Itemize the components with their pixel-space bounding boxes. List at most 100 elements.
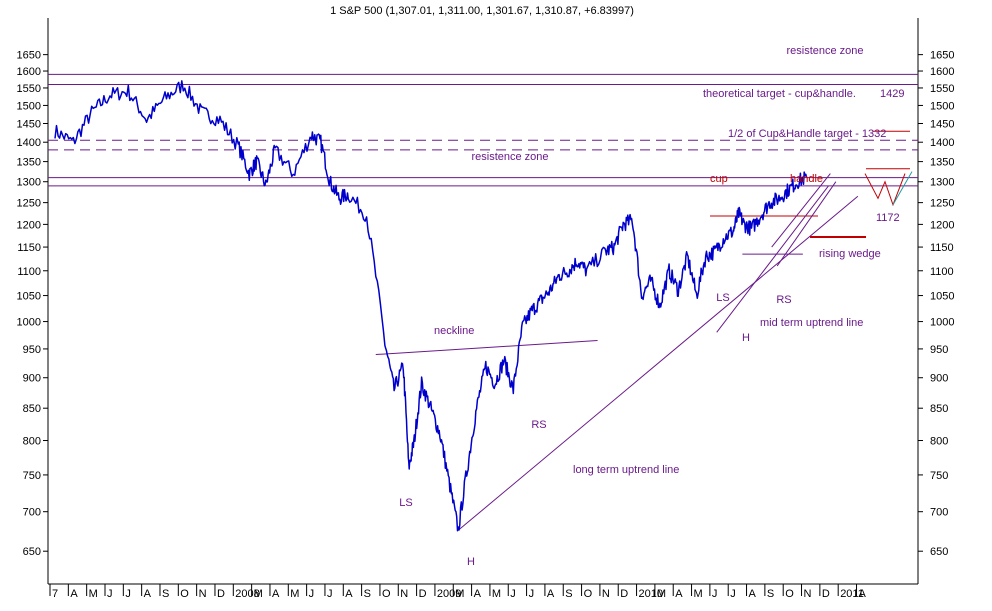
annotation-labels: resistence zone resistence zone theoretica… bbox=[399, 45, 904, 568]
y-tick-label: 1000 bbox=[17, 317, 41, 329]
y-tick-label: 1550 bbox=[17, 83, 41, 95]
neckline-line bbox=[375, 340, 598, 356]
y-tick-label: 800 bbox=[23, 436, 41, 448]
y-tick-label: 1500 bbox=[17, 100, 41, 112]
y-tick-label: 1200 bbox=[17, 219, 41, 231]
y-tick-label: 1650 bbox=[930, 50, 954, 62]
x-tick-label: 2008 bbox=[235, 588, 259, 600]
x-tick-label: J bbox=[125, 588, 131, 600]
label-mid-term: mid term uptrend line bbox=[760, 317, 863, 329]
x-tick-label: M bbox=[455, 588, 464, 600]
x-tick-label: M bbox=[657, 588, 666, 600]
x-tick-label: J bbox=[529, 588, 535, 600]
x-tick-label: A bbox=[547, 588, 555, 600]
x-tick-label: A bbox=[474, 588, 482, 600]
x-tick-label: J bbox=[107, 588, 113, 600]
x-tick-label: N bbox=[804, 588, 812, 600]
y-tick-label: 1300 bbox=[17, 177, 41, 189]
label-ls-right: LS bbox=[716, 292, 729, 304]
y-tick-label: 1400 bbox=[930, 137, 954, 149]
y-tick-label: 1350 bbox=[930, 157, 954, 169]
y-tick-label: 750 bbox=[23, 470, 41, 482]
y-tick-label: 700 bbox=[930, 507, 948, 519]
x-tick-label: D bbox=[217, 588, 225, 600]
y-tick-label: 1100 bbox=[17, 266, 41, 278]
x-tick-label: N bbox=[602, 588, 610, 600]
x-tick-label: M bbox=[290, 588, 299, 600]
y-tick-label: 1100 bbox=[930, 266, 954, 278]
x-tick-label: 2011 bbox=[840, 588, 864, 600]
label-ls-left: LS bbox=[399, 497, 412, 509]
label-resistance-zone-top: resistence zone bbox=[786, 45, 863, 57]
x-tick-label: A bbox=[749, 588, 757, 600]
x-tick-label: 2009 bbox=[437, 588, 461, 600]
y-tick-label: 1200 bbox=[930, 219, 954, 231]
x-tick-label: O bbox=[584, 588, 593, 600]
x-tick-label: M bbox=[89, 588, 98, 600]
y-tick-label: 900 bbox=[23, 373, 41, 385]
x-tick-label: A bbox=[70, 588, 78, 600]
y-tick-label: 800 bbox=[930, 436, 948, 448]
y-tick-label: 750 bbox=[930, 470, 948, 482]
x-tick-label: J bbox=[510, 588, 516, 600]
y-tick-label: 1150 bbox=[17, 242, 41, 254]
x-tick-label: S bbox=[565, 588, 572, 600]
y-tick-label: 1450 bbox=[17, 119, 41, 131]
x-tick-label: M bbox=[254, 588, 263, 600]
label-cup: cup bbox=[710, 173, 728, 185]
label-h-left: H bbox=[467, 556, 475, 568]
label-cup-handle-target: theoretical target - cup&handle. bbox=[703, 88, 856, 100]
projection-path bbox=[864, 173, 906, 207]
y-tick-label: 1050 bbox=[17, 291, 41, 303]
y-tick-label: 1450 bbox=[930, 119, 954, 131]
x-tick-label: N bbox=[199, 588, 207, 600]
x-tick-label: 2010 bbox=[639, 588, 663, 600]
y-tick-label: 1350 bbox=[17, 157, 41, 169]
annotation-lines bbox=[48, 73, 918, 531]
label-handle: handle bbox=[790, 173, 823, 185]
label-level-1172: 1172 bbox=[876, 212, 900, 224]
label-rs-left: RS bbox=[531, 419, 546, 431]
y-tick-label: 900 bbox=[930, 373, 948, 385]
y-tick-label: 1500 bbox=[930, 100, 954, 112]
x-tick-label: A bbox=[859, 588, 867, 600]
x-tick-label: S bbox=[162, 588, 169, 600]
label-neckline: neckline bbox=[434, 325, 474, 337]
y-tick-label: 950 bbox=[23, 344, 41, 356]
y-tick-label: 950 bbox=[930, 344, 948, 356]
price-series bbox=[54, 80, 808, 532]
y-tick-label: 1050 bbox=[930, 291, 954, 303]
label-cup-handle-target-value: 1429 bbox=[880, 88, 904, 100]
label-h-right: H bbox=[742, 332, 750, 344]
y-tick-label: 650 bbox=[23, 546, 41, 558]
x-tick-label: O bbox=[785, 588, 794, 600]
y-tick-label: 650 bbox=[930, 546, 948, 558]
x-tick-label: D bbox=[419, 588, 427, 600]
y-tick-label: 1250 bbox=[17, 198, 41, 210]
mid-term-uptrend-line bbox=[716, 185, 829, 333]
y-tick-label: 1400 bbox=[17, 137, 41, 149]
x-tick-label: D bbox=[822, 588, 830, 600]
y-tick-label: 1150 bbox=[930, 242, 954, 254]
x-tick-label: A bbox=[345, 588, 353, 600]
x-tick-label: J bbox=[309, 588, 315, 600]
x-tick-label: M bbox=[694, 588, 703, 600]
long-term-uptrend-line bbox=[457, 195, 859, 531]
x-tick-label: A bbox=[675, 588, 683, 600]
x-tick-label: A bbox=[144, 588, 152, 600]
y-tick-label: 700 bbox=[23, 507, 41, 519]
x-tick-label: S bbox=[767, 588, 774, 600]
rising-wedge-upper-line bbox=[771, 173, 831, 248]
y-tick-label: 850 bbox=[23, 403, 41, 415]
chart-title: 1 S&P 500 (1,307.01, 1,311.00, 1,301.67,… bbox=[330, 5, 634, 17]
label-half-target: 1/2 of Cup&Handle target - 1332 bbox=[728, 128, 886, 140]
y-tick-label: 850 bbox=[930, 403, 948, 415]
x-tick-label: J bbox=[712, 588, 718, 600]
x-tick-label: D bbox=[620, 588, 628, 600]
rising-wedge-lower-line bbox=[776, 181, 837, 267]
x-tick-label: S bbox=[364, 588, 371, 600]
x-tick-label: 7 bbox=[52, 588, 58, 600]
label-resistance-zone-mid: resistence zone bbox=[471, 151, 548, 163]
x-tick-label: J bbox=[327, 588, 333, 600]
